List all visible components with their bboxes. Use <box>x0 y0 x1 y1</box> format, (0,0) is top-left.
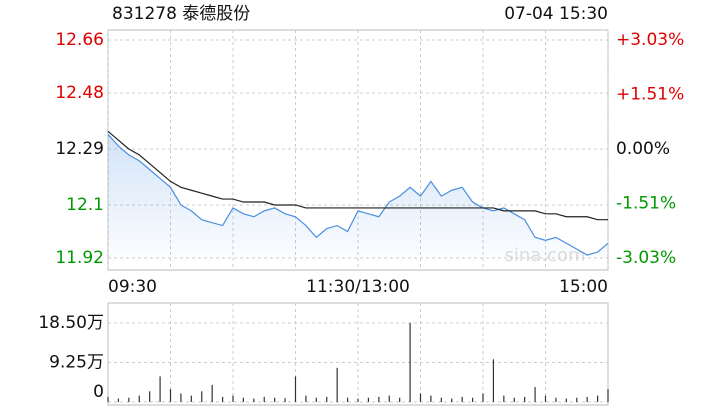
y2-tick-label: 0.00% <box>616 139 670 159</box>
y2-tick-label: +1.51% <box>616 85 684 105</box>
y2-tick-label: -3.03% <box>616 248 676 268</box>
price-area <box>108 134 608 258</box>
price-line <box>107 133 609 256</box>
y-tick-label: 18.50万 <box>38 313 104 333</box>
y-tick-label: 12.48 <box>55 83 104 103</box>
y-tick-label: 9.25万 <box>49 352 104 372</box>
x-tick-label: 11:30/13:00 <box>306 277 410 297</box>
x-tick-label: 15:00 <box>559 277 608 297</box>
y-tick-label: 12.66 <box>55 30 104 50</box>
y-tick-label: 11.92 <box>55 248 104 268</box>
y-tick-label: 0 <box>93 382 104 402</box>
y2-tick-label: -1.51% <box>616 193 676 213</box>
average-line <box>107 130 608 221</box>
title: 831278 泰德股份 <box>112 4 250 24</box>
timestamp: 07-04 15:30 <box>504 4 608 24</box>
x-tick-label: 09:30 <box>108 277 157 297</box>
y-tick-label: 12.1 <box>66 195 104 215</box>
y2-tick-label: +3.03% <box>616 30 684 50</box>
y-tick-label: 12.29 <box>55 139 104 159</box>
